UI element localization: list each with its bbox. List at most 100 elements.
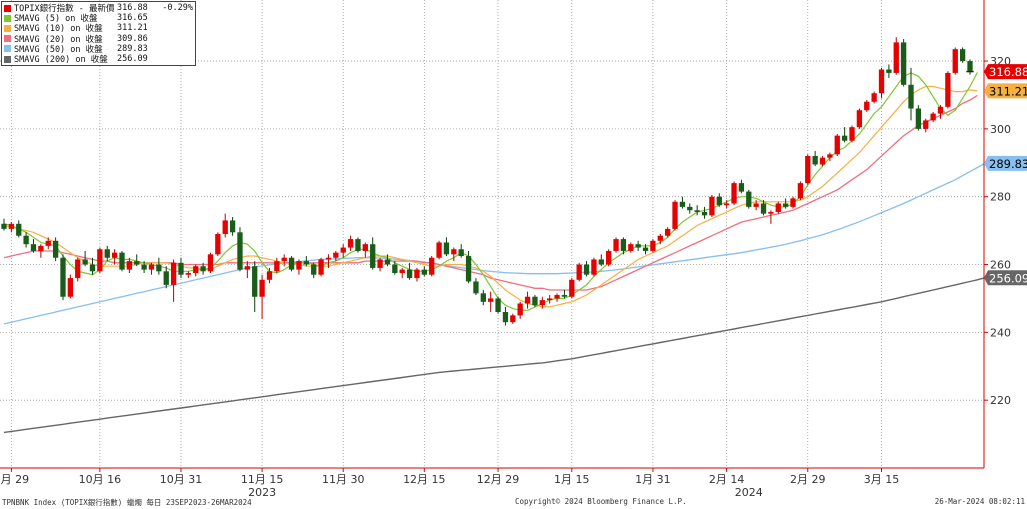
candlestick-series [1, 37, 974, 326]
price-tag-label: 316.88 [989, 65, 1027, 79]
y-tick-label: 280 [990, 191, 1011, 204]
legend-entry: SMAVG (10) on 收盤 311.21 [4, 23, 193, 34]
candle-body [82, 259, 88, 265]
candle-body [193, 266, 199, 273]
legend-series-value: 311.21 [117, 23, 148, 34]
candle-body [207, 254, 214, 272]
candle-body [945, 72, 951, 107]
candle-body [244, 266, 250, 270]
footer-copyright: Copyright© 2024 Bloomberg Finance L.P. [515, 497, 687, 506]
candle-body [362, 244, 368, 251]
candle-body [959, 49, 966, 62]
candle-body [259, 279, 265, 297]
year-label: 2023 [248, 486, 276, 499]
candle-body [856, 110, 863, 128]
candle-body [900, 42, 907, 85]
candle-body [606, 250, 612, 265]
candle-body [760, 203, 767, 214]
candle-body [915, 108, 922, 129]
sma50-line [3, 162, 986, 325]
candle-body [392, 264, 398, 273]
candle-body [325, 257, 332, 260]
price-tag-bg [984, 83, 1027, 99]
candle-body [119, 252, 125, 270]
candle-body [782, 203, 789, 207]
candle-body [399, 269, 405, 273]
candle-body [141, 264, 147, 270]
candle-body [38, 245, 44, 251]
candle-body [347, 239, 354, 248]
candle-body [178, 262, 184, 275]
legend-series-value: 309.86 [117, 33, 148, 44]
candle-body [864, 101, 870, 111]
candle-body [937, 106, 944, 114]
candle-body [878, 69, 885, 94]
candle-body [886, 69, 892, 73]
candle-body [628, 244, 634, 251]
candle-body [524, 296, 531, 304]
legend-swatch [4, 14, 11, 22]
candle-body [75, 259, 81, 279]
candle-body [539, 300, 545, 306]
candle-body [701, 211, 708, 216]
candle-body [554, 295, 560, 299]
candle-body [465, 256, 472, 282]
candle-body [716, 196, 722, 206]
candle-body [16, 223, 22, 236]
candle-body [134, 261, 140, 265]
candle-body [738, 183, 745, 192]
legend-swatch [4, 24, 11, 32]
candle-body [23, 235, 29, 245]
candle-body [104, 249, 110, 258]
price-tag: 289.83 [984, 155, 1027, 171]
candle-body [8, 223, 15, 229]
candle-body [458, 249, 464, 257]
candle-body [753, 203, 759, 207]
legend-series-name: SMAVG (50) on 收盤 [14, 44, 103, 55]
candle-body [60, 257, 66, 297]
candle-body [414, 269, 420, 279]
candle-body [834, 135, 840, 155]
candle-body [303, 261, 309, 265]
candle-body [502, 312, 509, 323]
candle-body [229, 220, 236, 233]
price-tag-label: 256.09 [989, 271, 1027, 285]
candle-body [421, 269, 427, 275]
candle-body [665, 228, 671, 236]
sma20-line [3, 94, 978, 291]
candle-body [908, 84, 914, 109]
candle-body [650, 240, 656, 251]
price-tag-bg [984, 270, 1027, 286]
candle-body [827, 154, 833, 158]
candle-body [89, 264, 96, 272]
candle-body [1, 223, 7, 229]
legend-entry: SMAVG (50) on 收盤 289.83 [4, 44, 193, 55]
candle-body [97, 249, 103, 272]
candle-body [163, 271, 169, 285]
candle-body [635, 244, 641, 248]
candle-body [170, 262, 177, 285]
price-tag: 256.09 [984, 270, 1027, 286]
candle-body [443, 242, 450, 255]
candle-body [406, 269, 413, 279]
candle-body [687, 206, 693, 211]
candle-body [222, 220, 228, 234]
candle-body [768, 211, 774, 214]
candle-body [613, 239, 619, 251]
grid-lines [0, 0, 984, 468]
candle-body [797, 183, 804, 199]
candle-body [126, 261, 133, 270]
x-tick-label: 10月 16 [79, 473, 122, 486]
candle-body [488, 298, 494, 302]
price-tag-bg [984, 64, 1027, 80]
candle-body [812, 156, 818, 165]
candle-body [598, 259, 604, 265]
price-tag: 311.21 [984, 83, 1027, 99]
candle-body [311, 264, 317, 275]
candle-body [340, 247, 346, 253]
price-tag-label: 289.83 [989, 157, 1027, 171]
y-tick-label: 220 [990, 394, 1011, 407]
x-tick-label: 10月 31 [160, 473, 203, 486]
candle-body [252, 266, 258, 297]
